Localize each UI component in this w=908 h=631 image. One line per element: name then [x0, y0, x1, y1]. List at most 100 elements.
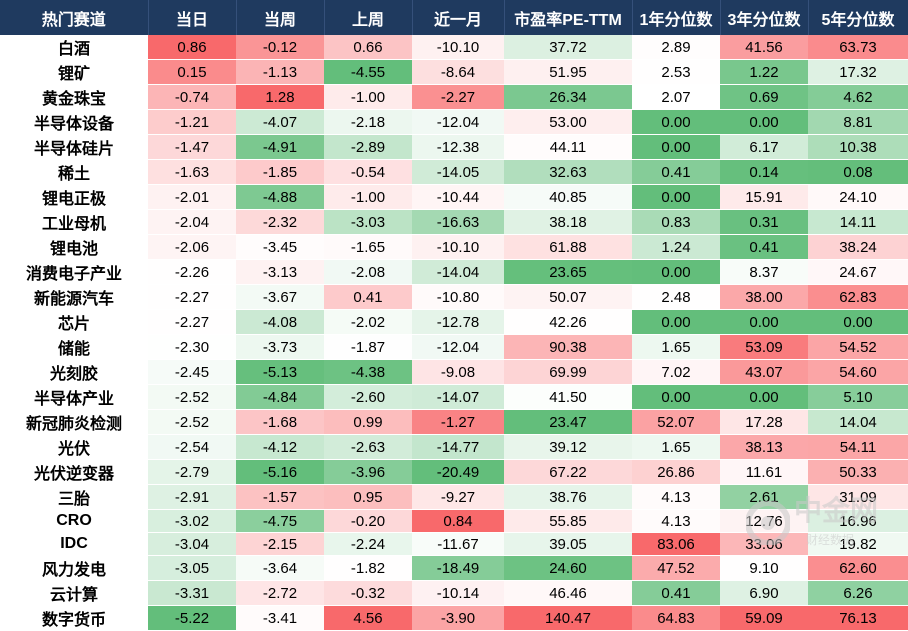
sector-name-cell: 光伏: [0, 434, 148, 460]
value-cell: -10.10: [412, 234, 504, 260]
value-cell: 52.07: [632, 409, 720, 435]
value-cell: 1.28: [236, 84, 324, 110]
value-cell: -0.32: [324, 580, 412, 606]
table-row: 工业母机 -2.04 -2.32 -3.03 -16.63 38.18 0.83 0.31 14…: [0, 209, 908, 235]
table-row: 光刻胶 -2.45 -5.13 -4.38 -9.08 69.99 7.02 43.07 54.…: [0, 359, 908, 385]
value-cell: 41.56: [720, 35, 808, 60]
value-cell: -4.08: [236, 309, 324, 335]
sector-name-cell: 半导体硅片: [0, 134, 148, 160]
value-cell: 64.83: [632, 605, 720, 631]
value-cell: -0.74: [148, 84, 236, 110]
value-cell: -3.73: [236, 334, 324, 360]
value-cell: -3.45: [236, 234, 324, 260]
value-cell: -3.13: [236, 259, 324, 285]
value-cell: 1.65: [632, 434, 720, 460]
value-cell: 1.65: [632, 334, 720, 360]
column-header: 上周: [324, 0, 413, 35]
value-cell: -1.68: [236, 409, 324, 435]
value-cell: 46.46: [504, 580, 632, 606]
value-cell: -4.88: [236, 184, 324, 210]
value-cell: -4.75: [236, 509, 324, 533]
value-cell: 38.13: [720, 434, 808, 460]
value-cell: 0.69: [720, 84, 808, 110]
value-cell: -2.27: [148, 284, 236, 310]
value-cell: 47.52: [632, 555, 720, 581]
value-cell: -3.41: [236, 605, 324, 631]
value-cell: -9.08: [412, 359, 504, 385]
value-cell: 0.00: [632, 259, 720, 285]
value-cell: -4.07: [236, 109, 324, 135]
sector-name-cell: 储能: [0, 334, 148, 360]
value-cell: 0.99: [324, 409, 412, 435]
value-cell: -2.27: [412, 84, 504, 110]
value-cell: 2.53: [632, 59, 720, 85]
value-cell: -2.72: [236, 580, 324, 606]
value-cell: 16.96: [808, 509, 908, 533]
value-cell: -2.08: [324, 259, 412, 285]
value-cell: 0.66: [324, 35, 412, 60]
value-cell: -5.16: [236, 459, 324, 485]
value-cell: -4.12: [236, 434, 324, 460]
value-cell: -2.06: [148, 234, 236, 260]
value-cell: -10.44: [412, 184, 504, 210]
sector-name-cell: 新冠肺炎检测: [0, 409, 148, 435]
column-header: 市盈率PE-TTM: [504, 0, 633, 35]
value-cell: -2.15: [236, 532, 324, 556]
value-cell: 24.10: [808, 184, 908, 210]
value-cell: 40.85: [504, 184, 632, 210]
value-cell: -2.26: [148, 259, 236, 285]
sector-name-cell: 三胎: [0, 484, 148, 510]
value-cell: 6.17: [720, 134, 808, 160]
column-header: 近一月: [412, 0, 505, 35]
value-cell: -2.30: [148, 334, 236, 360]
value-cell: 0.00: [720, 384, 808, 410]
value-cell: 2.89: [632, 35, 720, 60]
value-cell: 38.24: [808, 234, 908, 260]
value-cell: 53.00: [504, 109, 632, 135]
value-cell: 2.48: [632, 284, 720, 310]
value-cell: 0.00: [632, 384, 720, 410]
table-row: 白酒 0.86 -0.12 0.66 -10.10 37.72 2.89 41.56 63.73: [0, 35, 908, 60]
value-cell: 55.85: [504, 509, 632, 533]
value-cell: 0.83: [632, 209, 720, 235]
value-cell: 37.72: [504, 35, 632, 60]
value-cell: -10.80: [412, 284, 504, 310]
value-cell: -2.63: [324, 434, 412, 460]
value-cell: -4.84: [236, 384, 324, 410]
value-cell: -1.57: [236, 484, 324, 510]
value-cell: 23.47: [504, 409, 632, 435]
table-header-row: 热门赛道 当日 当周 上周 近一月 市盈率PE-TTM 1年分位数 3年分位数 5年分位数: [0, 0, 908, 35]
value-cell: -2.89: [324, 134, 412, 160]
value-cell: 41.50: [504, 384, 632, 410]
value-cell: -2.18: [324, 109, 412, 135]
table-row: 新能源汽车 -2.27 -3.67 0.41 -10.80 50.07 2.48 38.00 6…: [0, 284, 908, 310]
value-cell: -2.52: [148, 409, 236, 435]
value-cell: 0.00: [632, 184, 720, 210]
value-cell: -1.47: [148, 134, 236, 160]
table-row: 芯片 -2.27 -4.08 -2.02 -12.78 42.26 0.00 0.00 0.00: [0, 309, 908, 335]
value-cell: 32.63: [504, 159, 632, 185]
value-cell: 43.07: [720, 359, 808, 385]
value-cell: -2.02: [324, 309, 412, 335]
table-row: 数字货币 -5.22 -3.41 4.56 -3.90 140.47 64.83 59.09 7…: [0, 605, 908, 631]
value-cell: -3.90: [412, 605, 504, 631]
value-cell: -1.87: [324, 334, 412, 360]
value-cell: -14.05: [412, 159, 504, 185]
table-row: 风力发电 -3.05 -3.64 -1.82 -18.49 24.60 47.52 9.10 6…: [0, 555, 908, 581]
value-cell: -2.52: [148, 384, 236, 410]
table-row: 云计算 -3.31 -2.72 -0.32 -10.14 46.46 0.41 6.90 6.2…: [0, 580, 908, 606]
value-cell: -2.79: [148, 459, 236, 485]
value-cell: -1.00: [324, 184, 412, 210]
value-cell: 39.12: [504, 434, 632, 460]
value-cell: 50.33: [808, 459, 908, 485]
value-cell: 0.00: [632, 134, 720, 160]
table-row: CRO -3.02 -4.75 -0.20 0.84 55.85 4.13 12.76 16.9…: [0, 509, 908, 533]
column-header: 5年分位数: [808, 0, 908, 35]
value-cell: -14.04: [412, 259, 504, 285]
value-cell: 17.28: [720, 409, 808, 435]
sector-name-cell: 光伏逆变器: [0, 459, 148, 485]
value-cell: 90.38: [504, 334, 632, 360]
sector-name-cell: CRO: [0, 509, 148, 533]
value-cell: 62.60: [808, 555, 908, 581]
